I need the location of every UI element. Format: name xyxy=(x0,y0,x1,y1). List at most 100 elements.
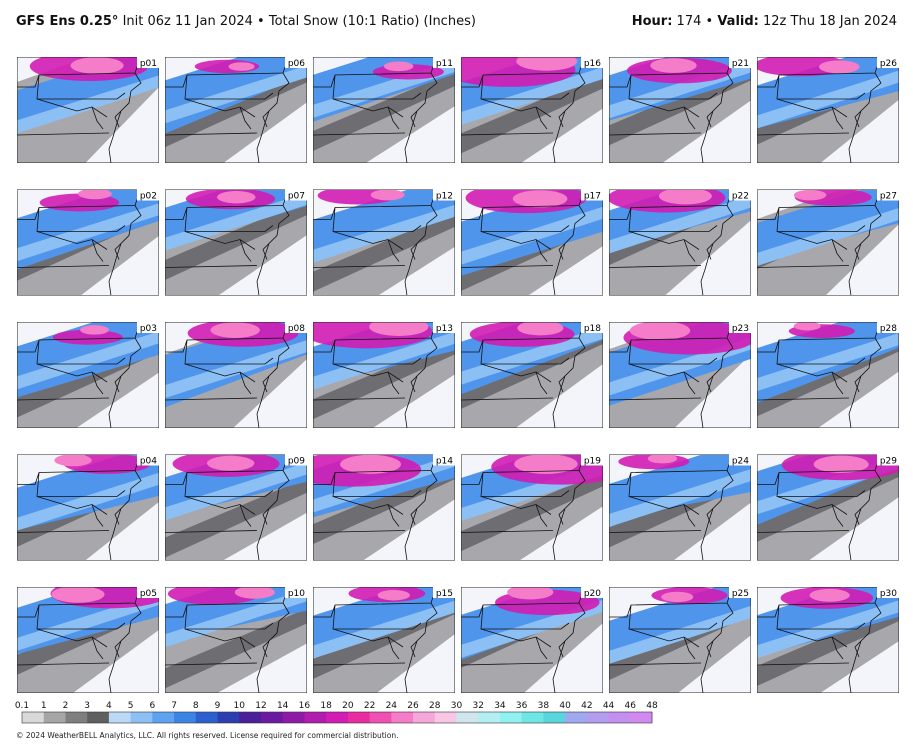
snow-lightblue xyxy=(461,66,603,125)
colorbar-segment xyxy=(195,712,219,723)
sep: • xyxy=(257,14,265,29)
snow-lightblue xyxy=(757,333,899,392)
colorbar-segment xyxy=(282,712,305,723)
colorbar-segment xyxy=(130,712,153,723)
panel-label: p18 xyxy=(584,324,601,334)
snow-pink xyxy=(516,57,578,71)
snow-pink xyxy=(70,57,124,74)
panel-label: p21 xyxy=(732,59,749,69)
map-panel: p19 xyxy=(461,454,603,561)
panel-label-bg xyxy=(581,57,603,68)
colorbar-label: 44 xyxy=(603,701,615,711)
colorbar-segment xyxy=(456,712,479,723)
state-borders xyxy=(461,464,586,561)
panel-label-bg xyxy=(433,57,455,68)
map-panel: p17 xyxy=(461,189,603,296)
snow-pink xyxy=(370,189,405,201)
snow-lightblue xyxy=(17,203,159,262)
panel-label-bg xyxy=(137,322,159,333)
state-borders xyxy=(313,199,438,296)
panel-label-bg xyxy=(433,454,455,466)
model: GFS Ens 0.25° xyxy=(16,14,118,29)
panel-label: p06 xyxy=(288,59,305,69)
snow-lightblue xyxy=(757,70,899,129)
state-borders xyxy=(609,596,734,693)
panel-label-bg xyxy=(137,189,159,201)
state-borders xyxy=(461,199,586,296)
colorbar-segment xyxy=(326,712,349,723)
panel-label: p24 xyxy=(732,457,749,467)
snow-pink xyxy=(377,589,410,601)
map-panel: p22 xyxy=(609,189,751,296)
map-panel: p06 xyxy=(165,57,307,163)
map-panel: p01 xyxy=(17,57,159,163)
colorbar-label: 26 xyxy=(407,701,419,711)
panel-label-bg xyxy=(877,587,899,598)
valid: 12z Thu 18 Jan 2024 xyxy=(763,14,897,29)
snow-pink xyxy=(369,322,429,336)
sep: • xyxy=(706,14,714,29)
state-borders xyxy=(757,464,882,561)
snow-lightblue xyxy=(165,340,307,399)
snow-lightblue xyxy=(165,65,307,124)
map-panel: p28 xyxy=(757,322,899,428)
colorbar-segment xyxy=(434,712,457,723)
colorbar-segment xyxy=(608,712,631,723)
snow-pink xyxy=(51,587,105,603)
colorbar-segment xyxy=(43,712,66,723)
state-borders xyxy=(165,199,290,296)
panel-label: p07 xyxy=(288,192,305,202)
colorbar-label: 46 xyxy=(625,701,637,711)
snow-lightblue xyxy=(17,75,159,134)
snow-lightblue xyxy=(461,326,603,385)
colorbar-segment xyxy=(499,712,523,723)
panel-label-bg xyxy=(729,587,751,598)
colorbar-label: 4 xyxy=(106,701,112,711)
state-borders xyxy=(165,596,290,693)
snow-pink xyxy=(647,454,678,464)
colorbar-label: 34 xyxy=(494,701,506,711)
map-panel: p27 xyxy=(757,189,899,296)
init: Init 06z 11 Jan 2024 xyxy=(123,14,253,29)
snow-lightblue xyxy=(609,468,751,527)
panel-label: p16 xyxy=(584,59,601,69)
snow-darkgray xyxy=(165,477,307,558)
panel-label: p12 xyxy=(436,192,453,202)
colorbar-segment xyxy=(260,712,284,723)
panel-label-bg xyxy=(433,587,455,598)
map-panel: p26 xyxy=(757,57,899,163)
colorbar-label: 40 xyxy=(559,701,571,711)
panel-label: p19 xyxy=(584,457,601,467)
colorbar-label: 28 xyxy=(429,701,441,711)
snow-lightblue xyxy=(757,208,899,267)
snow-pink xyxy=(210,322,260,338)
map-panel: p02 xyxy=(17,189,159,296)
snow-lightblue xyxy=(165,589,307,648)
colorbar-segment xyxy=(108,712,132,723)
snow-pink xyxy=(793,189,827,201)
colorbar-segment xyxy=(347,712,371,723)
panel-label-bg xyxy=(729,322,751,333)
valid-label: Valid: xyxy=(717,14,759,29)
colorbar-segment xyxy=(565,712,588,723)
snow-lightblue xyxy=(313,204,455,263)
snow-darkgray xyxy=(165,199,307,280)
map-panel: p12 xyxy=(313,189,455,296)
snow-lightblue xyxy=(165,462,307,521)
panel-label-bg xyxy=(729,189,751,201)
colorbar-label: 24 xyxy=(386,701,398,711)
snow-lightblue xyxy=(313,600,455,659)
state-borders xyxy=(17,596,142,693)
snow-pink xyxy=(650,58,697,73)
colorbar-label: 48 xyxy=(646,701,658,711)
product: Total Snow (10:1 Ratio) (Inches) xyxy=(268,14,476,29)
state-borders xyxy=(313,464,438,561)
colorbar-segment xyxy=(478,712,501,723)
colorbar-label: 3 xyxy=(84,701,90,711)
colorbar-segment xyxy=(543,712,566,723)
panel-label-bg xyxy=(285,57,307,68)
map-panel: p23 xyxy=(609,322,751,428)
panel-label: p08 xyxy=(288,324,305,334)
snow-pink xyxy=(383,61,414,72)
colorbar-segment xyxy=(586,712,610,723)
